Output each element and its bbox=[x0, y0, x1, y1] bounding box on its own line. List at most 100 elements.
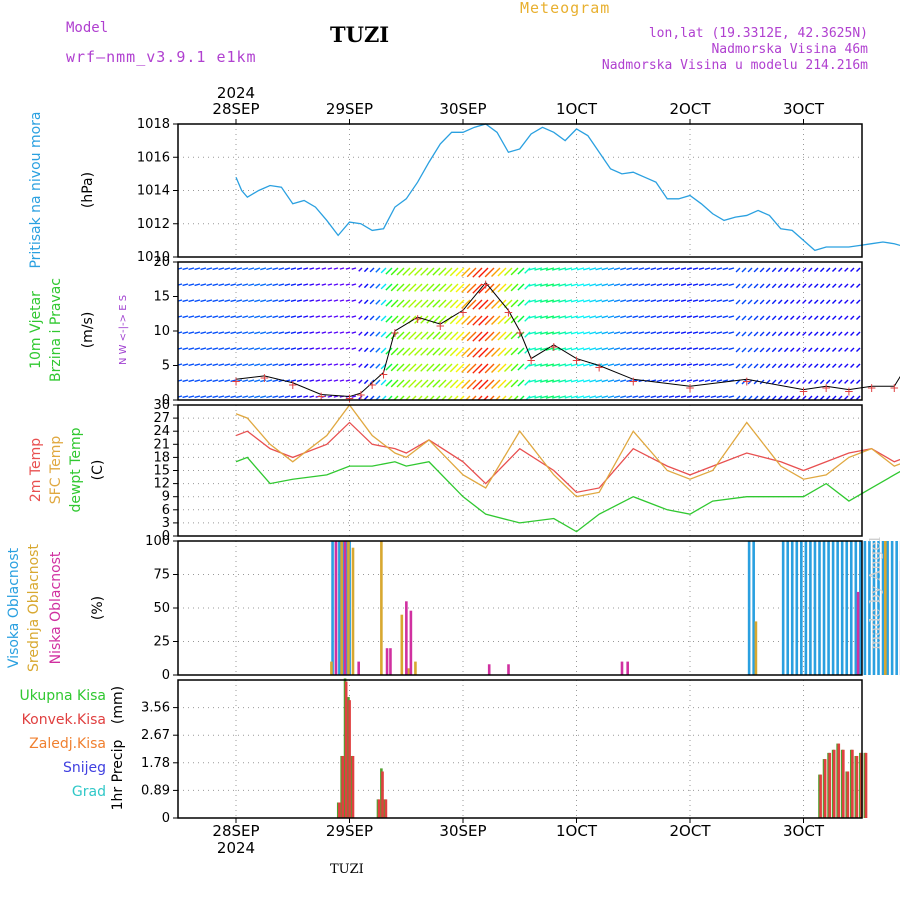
wind-barb bbox=[722, 315, 729, 319]
cloud-bar bbox=[747, 541, 751, 675]
wind-barb bbox=[182, 267, 189, 271]
wind-barb bbox=[524, 315, 531, 322]
wind-barb bbox=[363, 395, 369, 400]
y-axis-label: (m/s) bbox=[80, 312, 96, 349]
wind-barb bbox=[438, 267, 447, 276]
wind-barb bbox=[321, 299, 327, 302]
precip-bar bbox=[384, 799, 388, 818]
wind-barb bbox=[375, 267, 381, 273]
wind-barb bbox=[455, 379, 465, 389]
wind-barb bbox=[290, 299, 297, 303]
wind-gust-marker: + bbox=[821, 381, 831, 395]
bottom-axis-label: 28SEP bbox=[212, 822, 259, 840]
wind-barb bbox=[620, 315, 627, 319]
precip-bar bbox=[351, 755, 355, 818]
wind-barb bbox=[728, 331, 735, 335]
wind-barb bbox=[728, 347, 735, 351]
wind-gust-marker: + bbox=[798, 385, 808, 399]
wind-barb bbox=[351, 395, 357, 398]
wind-barb bbox=[583, 315, 591, 319]
wind-barb bbox=[369, 379, 375, 385]
wind-barb bbox=[178, 315, 183, 318]
wind-barb bbox=[722, 283, 729, 287]
wind-barb bbox=[844, 347, 849, 352]
wind-barb bbox=[387, 395, 393, 400]
wind-barb bbox=[358, 331, 363, 336]
wind-barb bbox=[385, 363, 393, 371]
wind-barb bbox=[692, 347, 699, 351]
wind-barb bbox=[272, 267, 279, 271]
wind-barb bbox=[819, 363, 825, 369]
bottom-axis-label: 2OCT bbox=[670, 822, 712, 840]
wind-barb bbox=[735, 331, 741, 337]
wind-barb bbox=[461, 315, 471, 325]
wind-barb bbox=[296, 347, 303, 350]
y-tick-label: 1018 bbox=[137, 117, 170, 132]
wind-barb bbox=[601, 331, 609, 335]
wind-gust-marker: + bbox=[515, 326, 525, 340]
wind-barb bbox=[321, 379, 327, 382]
wind-barb bbox=[831, 347, 837, 353]
wind-barb bbox=[692, 315, 699, 319]
wind-barb bbox=[601, 315, 609, 319]
cloud-bar bbox=[405, 601, 408, 675]
wind-barb bbox=[716, 283, 723, 287]
wind-barb bbox=[686, 379, 693, 383]
wind-barb bbox=[674, 363, 681, 367]
wind-barb bbox=[686, 267, 693, 271]
wind-barb bbox=[668, 363, 675, 367]
wind-barb bbox=[825, 299, 831, 305]
wind-barb bbox=[472, 267, 483, 278]
wind-barb bbox=[650, 331, 657, 335]
wind-barb bbox=[564, 283, 573, 287]
wind-barb bbox=[783, 347, 789, 353]
wind-barb bbox=[777, 347, 783, 353]
wind-barb bbox=[796, 363, 801, 368]
wind-barb bbox=[765, 363, 771, 369]
y-axis-label: Pritisak na nivou mora bbox=[28, 111, 44, 268]
wind-barb bbox=[260, 267, 267, 271]
wind-barb bbox=[838, 283, 843, 288]
wind-gust-marker: + bbox=[481, 278, 491, 292]
wind-barb bbox=[777, 363, 783, 369]
wind-barb bbox=[844, 331, 849, 336]
wind-barb bbox=[710, 299, 717, 303]
wind-barb bbox=[278, 363, 285, 367]
wind-barb bbox=[248, 347, 255, 351]
wind-barb bbox=[212, 331, 219, 335]
wind-barb bbox=[644, 283, 651, 287]
wind-barb bbox=[242, 331, 249, 335]
wind-barb bbox=[626, 315, 633, 319]
wind-barb bbox=[704, 267, 711, 271]
wind-barb bbox=[850, 267, 855, 272]
wind-barb bbox=[583, 299, 591, 303]
wind-barb bbox=[503, 299, 513, 309]
wind-barb bbox=[613, 379, 621, 383]
cloud-bar bbox=[414, 661, 417, 675]
wind-barb bbox=[620, 395, 627, 399]
wind-barb bbox=[632, 315, 639, 319]
wind-barb bbox=[248, 379, 255, 383]
wind-barb bbox=[771, 315, 777, 321]
y-tick-label: 1.78 bbox=[141, 756, 170, 771]
wind-gust-marker: + bbox=[867, 381, 877, 395]
wind-barb bbox=[735, 347, 741, 353]
wind-barb bbox=[339, 379, 345, 382]
wind-barb bbox=[534, 283, 543, 287]
wind-barb bbox=[351, 363, 357, 366]
bottom-axis-label: 29SEP bbox=[326, 822, 373, 840]
wind-barb bbox=[178, 363, 183, 366]
wind-barb bbox=[662, 299, 669, 303]
wind-barb bbox=[266, 395, 273, 399]
wind-barb bbox=[831, 395, 837, 400]
wind-barb bbox=[771, 395, 777, 400]
wind-barb bbox=[402, 331, 411, 340]
wind-barb bbox=[200, 363, 207, 367]
wind-barb bbox=[254, 331, 261, 335]
wind-barb bbox=[309, 395, 315, 398]
wind-barb bbox=[808, 331, 813, 336]
wind-barb bbox=[802, 363, 807, 368]
wind-barb bbox=[789, 395, 795, 400]
cloud-bar bbox=[804, 541, 808, 675]
wind-barb bbox=[369, 347, 375, 353]
